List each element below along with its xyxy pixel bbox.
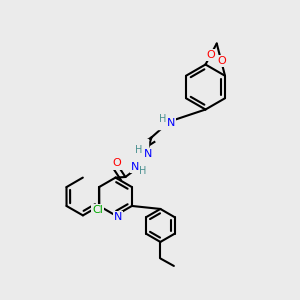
Text: N: N [131, 162, 139, 172]
Text: N: N [144, 149, 152, 159]
Text: O: O [217, 56, 226, 66]
Text: O: O [112, 158, 122, 169]
Text: H: H [159, 113, 167, 124]
Text: O: O [206, 50, 215, 60]
Text: N: N [167, 118, 175, 128]
Text: O: O [132, 142, 141, 152]
Text: H: H [140, 166, 147, 176]
Text: Cl: Cl [92, 206, 103, 215]
Text: N: N [114, 212, 122, 222]
Text: H: H [135, 145, 142, 155]
